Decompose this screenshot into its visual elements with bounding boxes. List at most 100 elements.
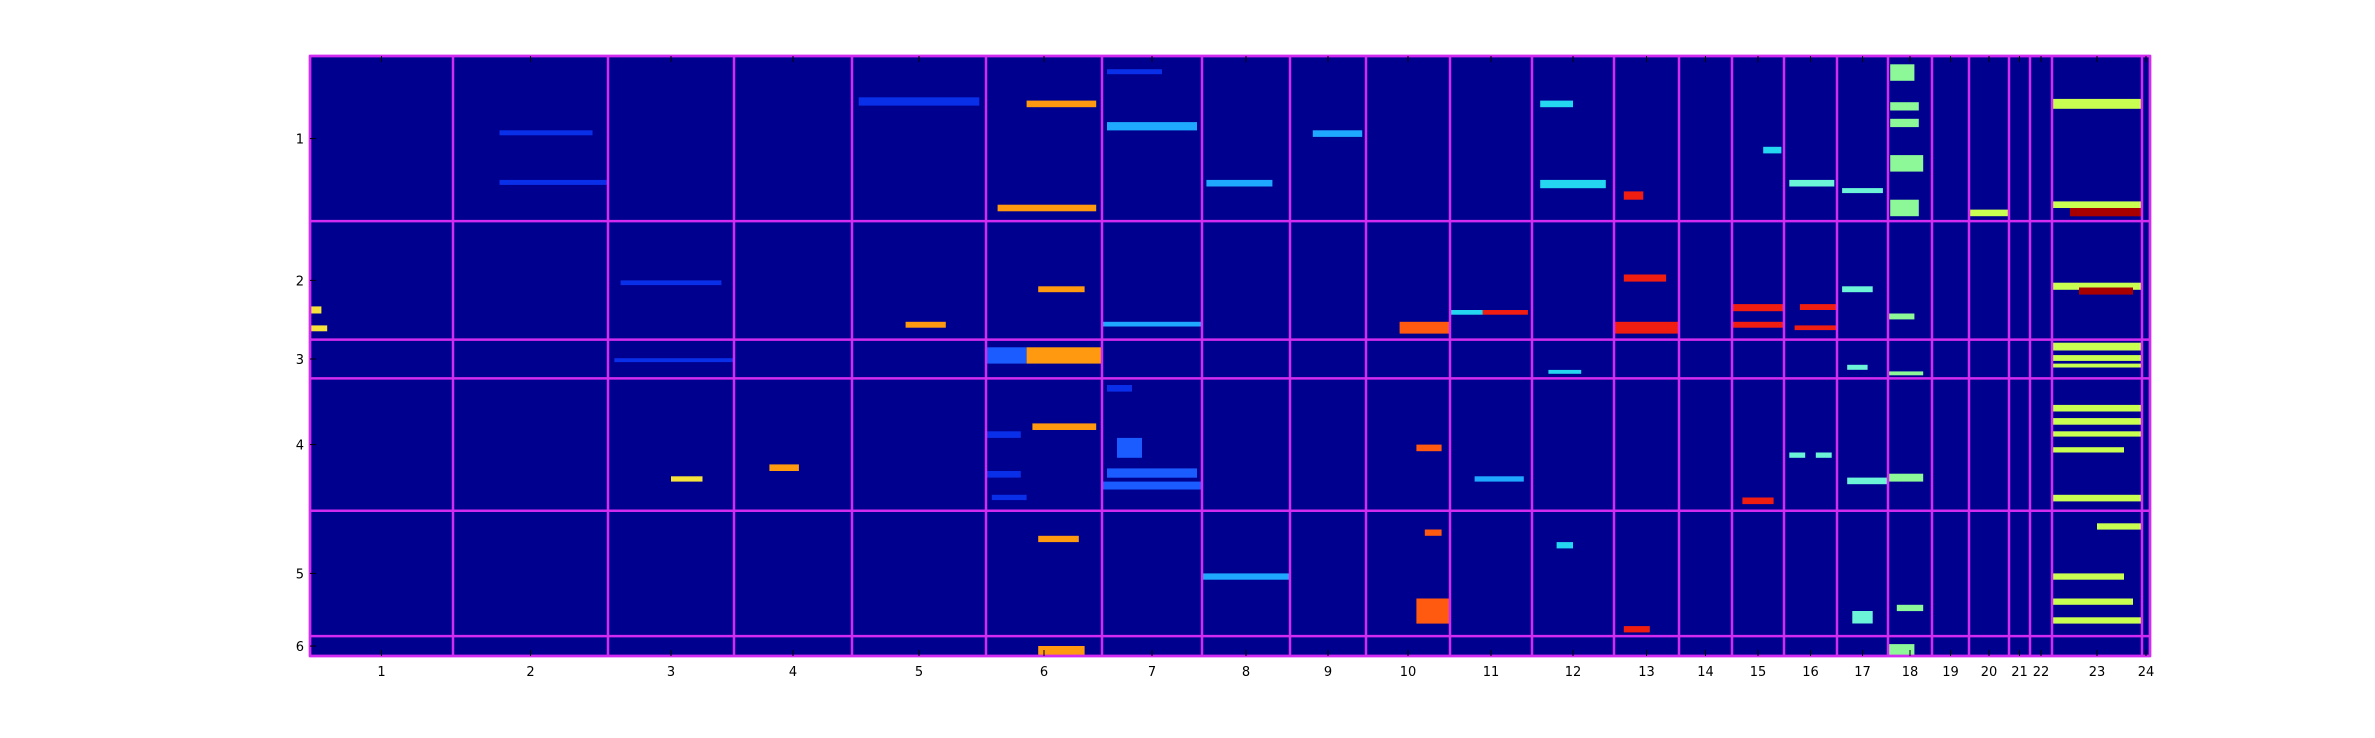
heatmap-block-18-1-18 <box>1890 199 1919 217</box>
heatmap-block-6-3-43 <box>986 347 1027 364</box>
heatmap-block-7-1-3 <box>1107 122 1197 131</box>
heatmap-block-23-2-39 <box>2079 287 2133 295</box>
x-tick-label-13: 13 <box>1638 665 1655 680</box>
heatmap-block-6-4-58 <box>986 471 1021 478</box>
heatmap-block-11-4-62 <box>1474 476 1524 482</box>
heatmap-block-15-1-11 <box>1763 146 1782 154</box>
x-tick-label-4: 4 <box>789 665 797 680</box>
heatmap-block-6-3-44 <box>1026 347 1102 364</box>
heatmap-block-23-1-22 <box>2070 208 2142 217</box>
heatmap-block-11-2-31 <box>1482 310 1528 315</box>
heatmap-block-18-1-14 <box>1890 64 1915 81</box>
heatmap-block-17-3-47 <box>1847 364 1868 370</box>
heatmap-block-18-2-37 <box>1888 313 1915 320</box>
heatmap-block-17-5-78 <box>1852 611 1873 624</box>
heatmap-block-16-4-63 <box>1789 452 1806 458</box>
x-tick-label-17: 17 <box>1854 665 1871 680</box>
heatmap-block-3-4-61 <box>671 476 703 482</box>
heatmap-block-6-1-1 <box>1026 100 1097 108</box>
heatmap-block-10-5-76 <box>1416 598 1450 624</box>
heatmap-block-7-4-52 <box>1117 437 1142 458</box>
heatmap-block-7-4-54 <box>1102 481 1202 490</box>
x-tick-label-15: 15 <box>1750 665 1767 680</box>
x-tick-label-1: 1 <box>377 665 385 680</box>
heatmap-block-23-3-49 <box>2052 342 2142 351</box>
heatmap-block-23-5-83 <box>2052 617 2142 624</box>
y-tick-label-4: 4 <box>296 439 304 454</box>
heatmap-block-8-5-74 <box>1202 573 1290 580</box>
heatmap-block-3-2-35 <box>620 280 722 286</box>
heatmap-block-4-4-60 <box>769 464 799 471</box>
heatmap-block-6-4-59 <box>991 494 1027 501</box>
heatmap-block-13-5-84 <box>1623 626 1650 633</box>
heatmap-block-13-2-24 <box>1623 274 1667 282</box>
heatmap-block-23-4-70 <box>2052 447 2124 453</box>
heatmap-block-7-4-53 <box>1107 468 1197 478</box>
x-tick-label-21: 21 <box>2011 665 2028 680</box>
heatmap-block-23-4-68 <box>2052 418 2142 425</box>
heatmap-block-10-2-42 <box>1399 321 1450 334</box>
heatmap-block-18-1-16 <box>1890 118 1919 128</box>
heatmap-block-6-4-56 <box>1032 423 1097 430</box>
y-tick-label-5: 5 <box>296 567 304 582</box>
heatmap-block-8-1-7 <box>1206 179 1273 187</box>
x-axis: 1 2 3 4 5 6 7 8 9 10 11 12 13 14 15 16 17 18 19 20 21 22 23 24 <box>377 56 2154 680</box>
heatmap-block-13-2-25 <box>1614 321 1679 334</box>
heatmap-block-18-1-17 <box>1890 155 1924 172</box>
heatmap-block-5-2-33 <box>905 321 946 328</box>
x-tick-label-20: 20 <box>1981 665 1998 680</box>
x-tick-label-24: 24 <box>2138 665 2155 680</box>
y-axis: 1 2 3 4 5 6 <box>296 133 316 655</box>
heatmap-block-17-2-36 <box>1842 286 1873 293</box>
heatmap-block-20-1-19 <box>1969 209 2009 217</box>
heatmap-block-18-5-79 <box>1896 604 1924 612</box>
heatmap-block-1-2-41 <box>310 325 328 332</box>
y-tick-label-2: 2 <box>296 274 304 289</box>
x-tick-label-16: 16 <box>1802 665 1819 680</box>
heatmap-block-13-1-23 <box>1623 191 1644 200</box>
heatmap-block-6-1-2 <box>997 204 1097 212</box>
heatmap-block-18-6-87 <box>1888 644 1915 656</box>
heatmap-block-18-3-48 <box>1888 371 1924 376</box>
plot-frame <box>308 54 2152 658</box>
heatmap-block-23-2-38 <box>2052 282 2142 290</box>
heatmap-block-17-4-65 <box>1847 477 1888 485</box>
heatmap-block-15-2-26 <box>1732 304 1784 312</box>
heatmap-block-15-2-27 <box>1732 321 1784 328</box>
heatmap-block-23-5-82 <box>2052 598 2133 605</box>
heatmap-block-6-4-57 <box>986 431 1021 438</box>
x-tick-label-11: 11 <box>1483 665 1500 680</box>
heatmap-block-12-1-9 <box>1540 179 1606 189</box>
heatmap-block-6-2-32 <box>1038 286 1085 293</box>
heatmap-block-5-1-0 <box>858 97 980 106</box>
heatmap-block-23-5-80 <box>2097 523 2142 530</box>
heatmap-block-2-1-6 <box>499 130 593 136</box>
y-tick-label-3: 3 <box>296 353 304 368</box>
x-tick-label-9: 9 <box>1324 665 1332 680</box>
plot-area <box>308 54 2152 658</box>
heatmap-block-6-5-75 <box>1038 535 1079 543</box>
heatmap-block-23-1-20 <box>2052 98 2142 109</box>
heatmap-block-3-3-45 <box>614 358 734 363</box>
heatmap-block-9-1-8 <box>1312 130 1363 137</box>
heatmap-block-23-3-51 <box>2052 363 2142 368</box>
heatmap-block-23-4-67 <box>2052 404 2142 412</box>
heatmap-block-18-4-66 <box>1888 473 1924 482</box>
heatmap-block-23-3-50 <box>2052 355 2142 361</box>
x-tick-label-6: 6 <box>1040 665 1048 680</box>
x-tick-label-12: 12 <box>1565 665 1582 680</box>
x-tick-label-19: 19 <box>1942 665 1959 680</box>
y-tick-label-1: 1 <box>296 133 304 148</box>
x-tick-label-14: 14 <box>1697 665 1714 680</box>
x-tick-label-3: 3 <box>667 665 675 680</box>
heatmap-block-7-4-55 <box>1107 385 1132 392</box>
heatmap-block-23-4-69 <box>2052 431 2142 437</box>
heatmap-block-23-5-81 <box>2052 573 2124 580</box>
heatmap-block-16-2-29 <box>1794 325 1837 331</box>
heatmap-block-10-5-77 <box>1424 529 1442 536</box>
heatmap-block-23-1-21 <box>2052 201 2142 208</box>
x-tick-label-5: 5 <box>915 665 923 680</box>
x-tick-label-2: 2 <box>526 665 534 680</box>
heatmap-block-12-5-85 <box>1556 542 1573 549</box>
